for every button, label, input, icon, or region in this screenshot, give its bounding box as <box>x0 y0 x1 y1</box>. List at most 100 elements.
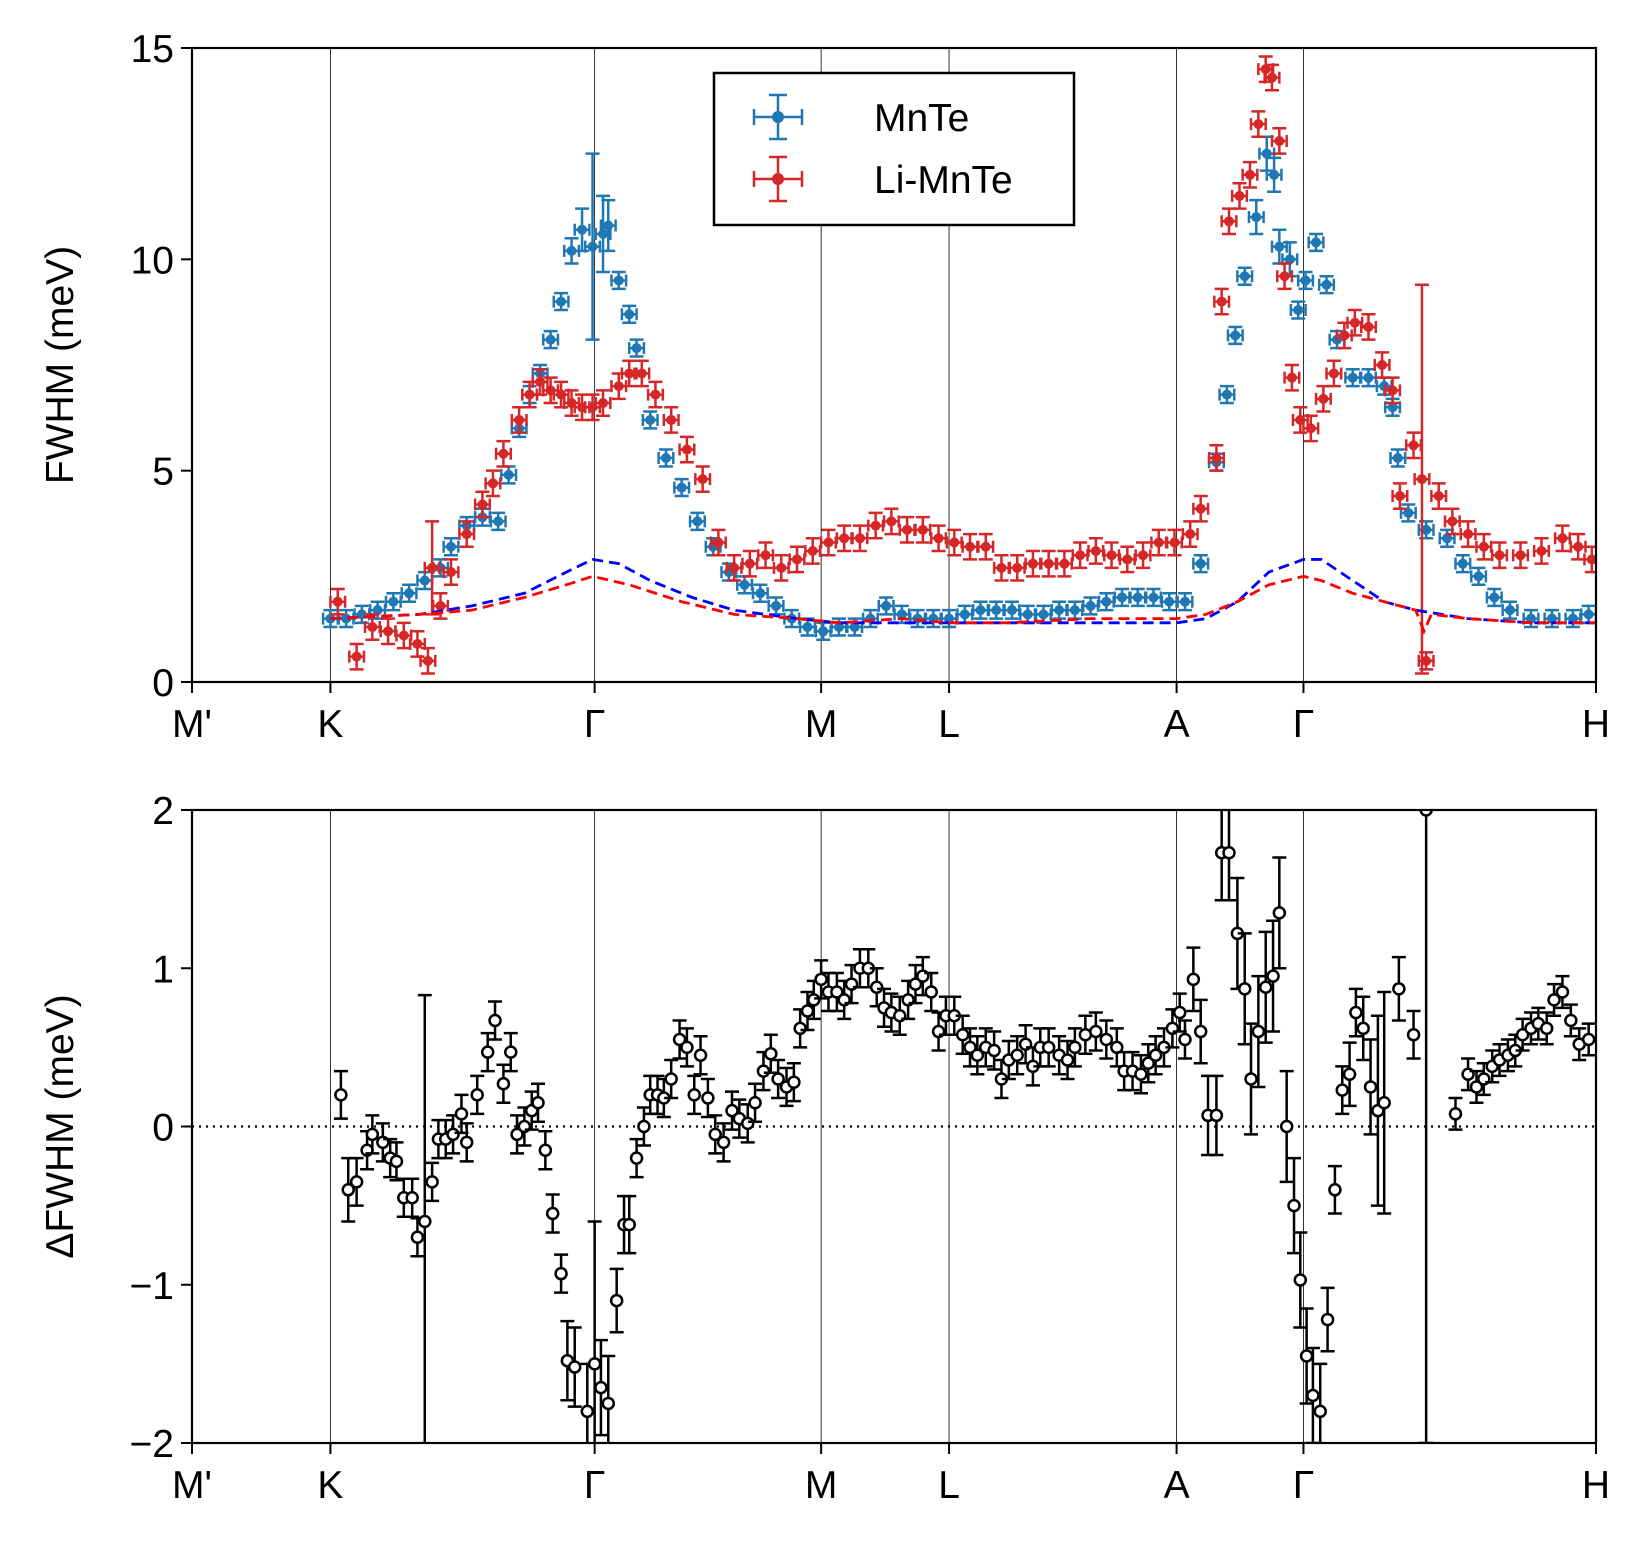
data-point <box>1169 537 1180 548</box>
data-point <box>580 1404 595 1419</box>
data-point <box>744 558 755 569</box>
data-point <box>1244 1072 1258 1086</box>
x-tick-label: M' <box>172 1464 212 1507</box>
data-point <box>1269 169 1280 180</box>
data-point <box>1068 1040 1082 1055</box>
x-tick-label: Γ <box>584 703 605 746</box>
data-point <box>672 1032 687 1047</box>
data-point <box>1377 360 1388 370</box>
data-point <box>949 537 960 548</box>
data-point <box>1363 1080 1378 1094</box>
data-point <box>594 1380 608 1395</box>
data-point <box>488 1013 502 1028</box>
data-point <box>1525 613 1536 624</box>
data-point <box>1447 516 1458 527</box>
data-point <box>1406 1027 1421 1042</box>
data-point <box>687 1088 702 1102</box>
data-point <box>1164 596 1175 607</box>
data-point <box>991 605 1002 616</box>
data-point <box>924 985 938 999</box>
data-point <box>587 1357 602 1371</box>
data-point <box>365 1127 380 1142</box>
data-point <box>351 651 362 662</box>
data-point <box>1239 271 1250 282</box>
data-point <box>771 1072 785 1086</box>
model-line <box>330 557 1596 625</box>
data-point <box>601 1396 616 1411</box>
data-point <box>556 296 567 307</box>
x-tick-label: Γ <box>584 1464 605 1507</box>
data-point <box>1230 330 1241 341</box>
legend-marker <box>772 173 784 185</box>
data-point <box>1234 190 1245 201</box>
x-tick-label: Γ <box>1293 703 1314 746</box>
data-point <box>1185 529 1196 540</box>
data-point <box>1141 1056 1156 1070</box>
data-point <box>839 533 850 544</box>
legend-frame <box>712 71 1076 227</box>
data-point <box>1272 906 1287 920</box>
data-point <box>1564 1013 1578 1028</box>
data-point <box>771 600 782 611</box>
data-point <box>776 562 787 573</box>
data-point <box>404 588 415 599</box>
data-point <box>470 1088 484 1102</box>
data-point <box>1211 452 1222 463</box>
data-point <box>1195 503 1206 514</box>
data-point <box>498 448 509 459</box>
data-point <box>459 1135 474 1150</box>
data-point <box>729 562 740 573</box>
data-point <box>1536 545 1547 556</box>
data-point <box>1284 254 1295 265</box>
data-point <box>1179 596 1190 607</box>
data-point <box>1101 596 1112 607</box>
data-point <box>1221 389 1232 400</box>
data-point <box>1339 330 1350 341</box>
data-point <box>996 562 1007 573</box>
data-point <box>833 622 844 633</box>
data-point <box>692 516 703 527</box>
data-point <box>1293 305 1304 316</box>
plot-area <box>333 810 1596 1443</box>
data-point <box>902 524 913 535</box>
data-point <box>1387 385 1398 396</box>
data-point <box>970 1048 985 1063</box>
data-point <box>713 537 724 548</box>
data-point <box>1473 571 1484 582</box>
data-point <box>676 482 687 493</box>
data-point <box>697 474 708 485</box>
data-point <box>524 389 535 400</box>
data-point <box>1394 491 1405 502</box>
data-point <box>1085 600 1096 611</box>
x-tick-label: H <box>1582 1464 1610 1507</box>
data-point <box>566 245 577 256</box>
data-point <box>1349 317 1360 328</box>
data-point <box>1041 1040 1056 1055</box>
x-tick-label: A <box>1164 1464 1190 1507</box>
data-point <box>1421 524 1432 535</box>
data-point <box>908 977 923 991</box>
axes-frame <box>190 808 1598 1445</box>
y-tick-label: 0 <box>152 662 174 705</box>
y-tick-label: −1 <box>130 1265 174 1308</box>
data-point <box>349 1175 364 1189</box>
data-point <box>793 1021 807 1036</box>
y-tick-label: 1 <box>152 948 174 991</box>
data-point <box>1318 393 1329 404</box>
data-point <box>545 334 556 345</box>
data-point <box>356 609 367 620</box>
data-point <box>1300 275 1311 286</box>
data-point <box>1106 550 1117 561</box>
data-point <box>959 609 970 620</box>
data-point <box>739 579 750 590</box>
data-point <box>955 1027 970 1042</box>
x-tick-label: K <box>317 703 343 746</box>
data-point <box>1328 1183 1342 1197</box>
data-point <box>1099 1032 1114 1047</box>
data-point <box>624 368 635 379</box>
data-point <box>383 626 394 637</box>
data-point <box>1494 550 1505 561</box>
data-point <box>1138 550 1149 561</box>
data-point <box>854 533 865 544</box>
x-tick-label: Γ <box>1293 1464 1314 1507</box>
